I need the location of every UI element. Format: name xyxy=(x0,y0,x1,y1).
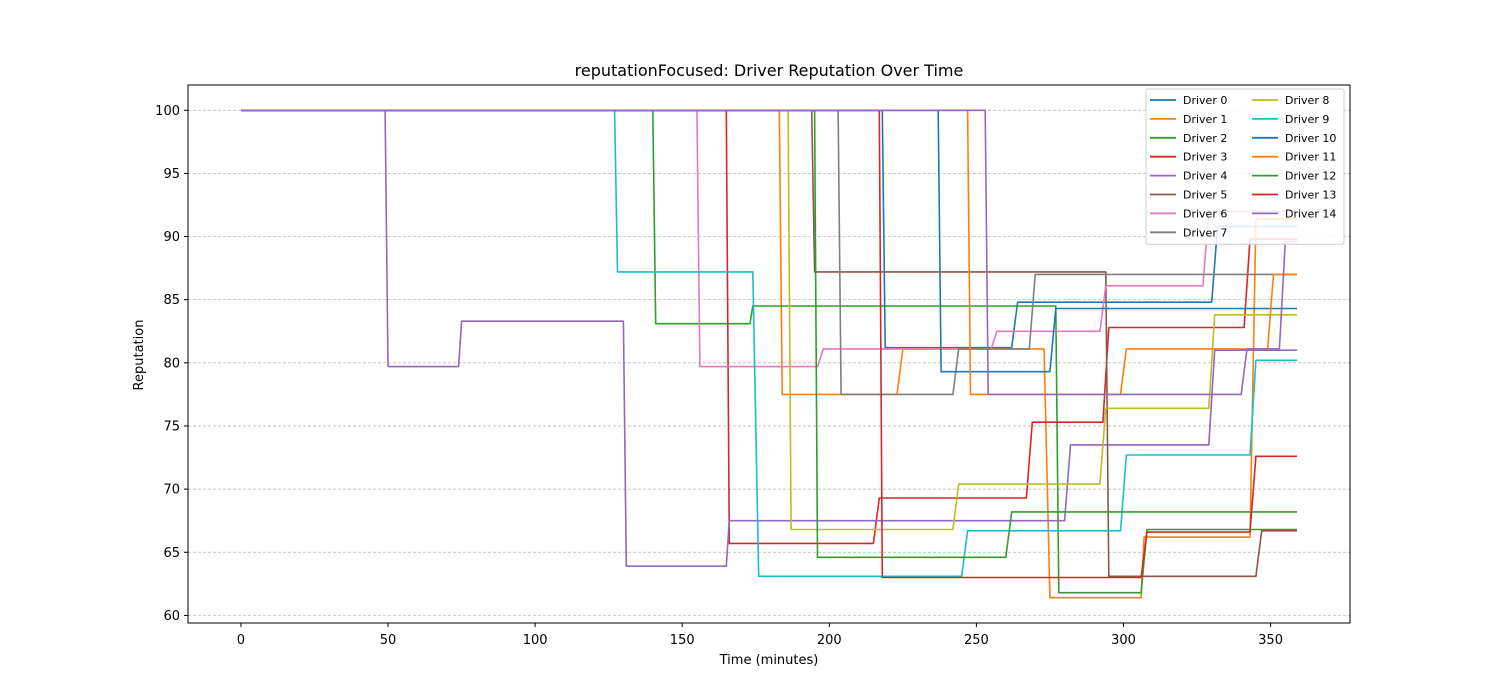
legend-label: Driver 4 xyxy=(1183,170,1227,183)
legend-label: Driver 5 xyxy=(1183,189,1227,202)
y-tick-label: 100 xyxy=(155,104,180,119)
x-tick-label: 250 xyxy=(964,633,989,648)
x-tick-label: 300 xyxy=(1111,633,1136,648)
series-line-driver-0 xyxy=(241,109,1297,349)
x-tick-label: 100 xyxy=(523,633,548,648)
x-axis-label: Time (minutes) xyxy=(719,653,819,668)
legend-label: Driver 1 xyxy=(1183,113,1227,126)
y-axis: 60 65 70 75 80 85 90 95 100 xyxy=(155,104,188,624)
series-line-driver-2 xyxy=(241,109,1297,594)
legend-label: Driver 3 xyxy=(1183,151,1227,164)
series-line-driver-13 xyxy=(241,109,1297,579)
legend-label: Driver 12 xyxy=(1285,170,1336,183)
series-line-driver-9 xyxy=(241,109,1297,578)
series-line-driver-7 xyxy=(241,109,1297,396)
y-tick-label: 60 xyxy=(163,609,180,624)
series-line-driver-4 xyxy=(241,109,1297,567)
x-tick-label: 150 xyxy=(670,633,695,648)
plot-frame xyxy=(187,84,1351,624)
legend-label: Driver 14 xyxy=(1285,207,1336,220)
series-line-driver-3 xyxy=(241,109,1297,545)
y-tick-label: 95 xyxy=(163,167,180,182)
legend-label: Driver 13 xyxy=(1285,189,1336,202)
y-axis-label: Reputation xyxy=(132,320,147,391)
x-tick-label: 200 xyxy=(817,633,842,648)
legend-label: Driver 7 xyxy=(1183,226,1227,239)
chart-title: reputationFocused: Driver Reputation Ove… xyxy=(575,61,964,80)
y-tick-label: 80 xyxy=(163,356,180,371)
y-tick-label: 75 xyxy=(163,419,180,434)
legend: Driver 0 Driver 1 Driver 2 Driver 3 Driver 4… xyxy=(1145,88,1345,245)
y-tick-label: 85 xyxy=(163,293,180,308)
legend-label: Driver 0 xyxy=(1183,94,1227,107)
y-tick-label: 70 xyxy=(163,483,180,498)
series-line-driver-10 xyxy=(241,109,1297,373)
x-axis: 0 50 100 150 200 250 300 350 xyxy=(237,623,1283,648)
x-tick-label: 50 xyxy=(380,633,397,648)
series-layer xyxy=(241,109,1297,599)
legend-box xyxy=(1145,88,1345,245)
series-line-driver-11 xyxy=(241,109,1297,396)
series-line-driver-5 xyxy=(241,109,1297,578)
series-line-driver-14 xyxy=(241,109,1297,396)
y-tick-label: 90 xyxy=(163,230,180,245)
legend-label: Driver 10 xyxy=(1285,132,1336,145)
series-line-driver-12 xyxy=(241,109,1297,559)
legend-label: Driver 8 xyxy=(1285,94,1329,107)
series-line-driver-6 xyxy=(241,109,1297,368)
legend-label: Driver 9 xyxy=(1285,113,1329,126)
legend-label: Driver 6 xyxy=(1183,207,1227,220)
legend-label: Driver 11 xyxy=(1285,151,1336,164)
legend-label: Driver 2 xyxy=(1183,132,1227,145)
series-line-driver-1 xyxy=(241,109,1297,599)
series-line-driver-8 xyxy=(241,109,1297,531)
y-tick-label: 65 xyxy=(163,546,180,561)
x-tick-label: 350 xyxy=(1258,633,1283,648)
x-tick-label: 0 xyxy=(237,633,245,648)
